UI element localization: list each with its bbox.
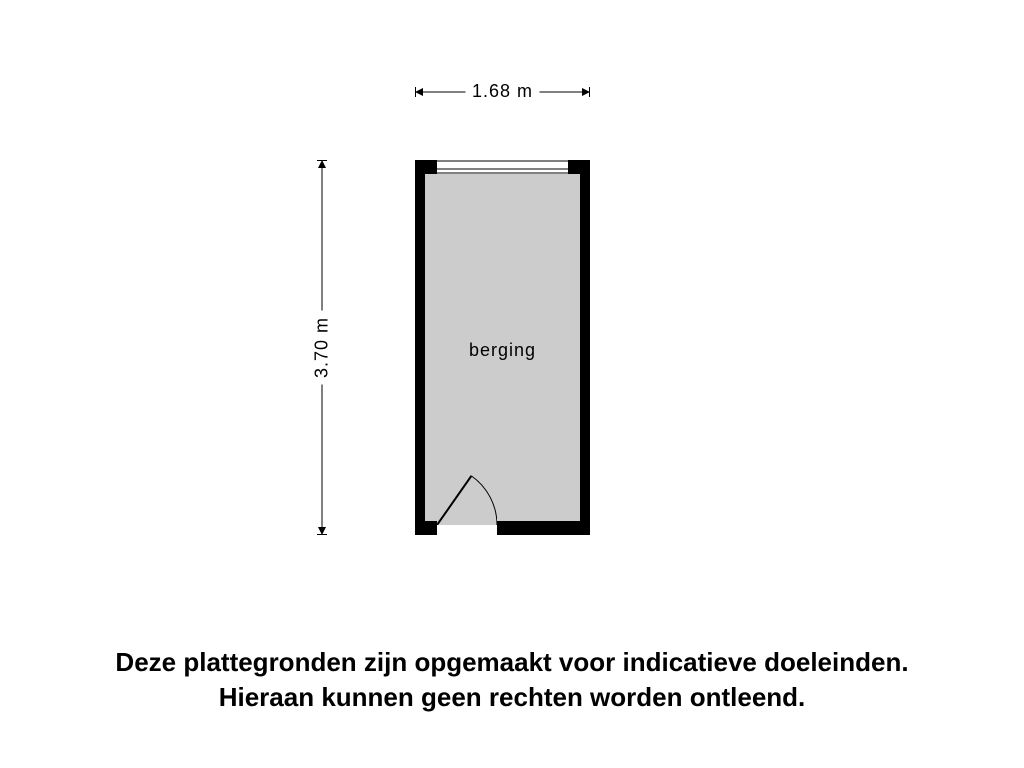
wall-bottom-left-pillar bbox=[415, 521, 437, 535]
disclaimer-line2: Hieraan kunnen geen rechten worden ontle… bbox=[0, 680, 1024, 715]
window-top bbox=[437, 160, 568, 174]
window-top-lines-icon bbox=[437, 160, 568, 174]
wall-top-left-pillar bbox=[415, 160, 437, 174]
door-swing bbox=[437, 465, 497, 525]
dimension-height-label: 3.70 m bbox=[312, 307, 333, 387]
disclaimer-line1: Deze plattegronden zijn opgemaakt voor i… bbox=[0, 645, 1024, 680]
wall-bottom-right-segment bbox=[497, 521, 590, 535]
floorplan-canvas: berging 1.68 m 3.70 m Deze plattegronden… bbox=[0, 0, 1024, 768]
disclaimer-text: Deze plattegronden zijn opgemaakt voor i… bbox=[0, 645, 1024, 715]
dimension-width-label: 1.68 m bbox=[463, 81, 543, 102]
wall-top-right-pillar bbox=[568, 160, 590, 174]
room-berging: berging bbox=[415, 160, 590, 535]
room-label: berging bbox=[415, 340, 590, 361]
door-arc-icon bbox=[437, 465, 497, 525]
